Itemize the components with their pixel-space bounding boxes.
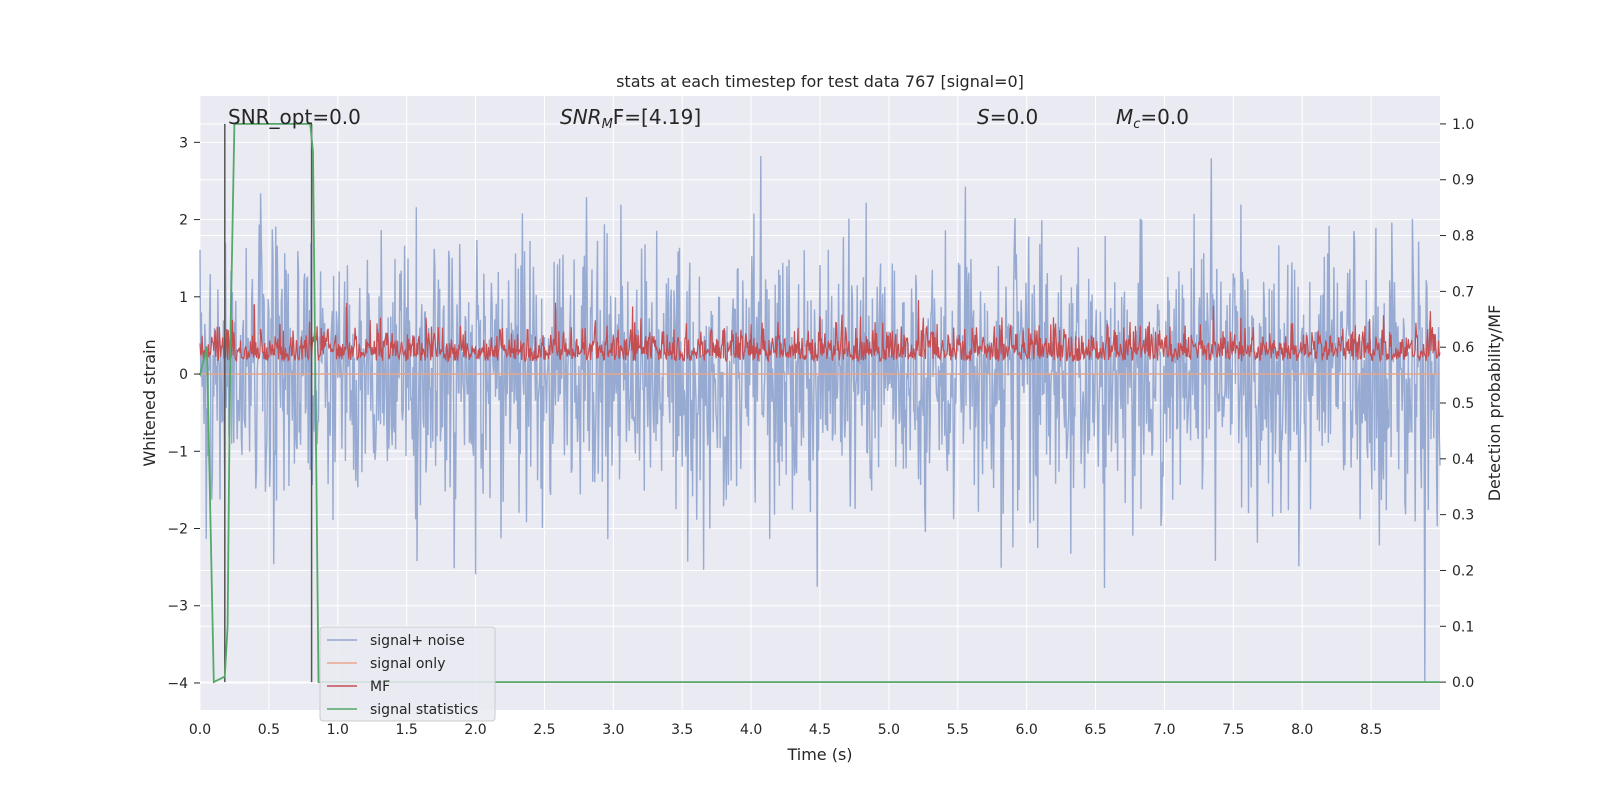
x-tick-label: 1.5 (396, 722, 418, 738)
y2-tick-label: 0.5 (1452, 396, 1474, 412)
mf-series (199, 300, 1441, 364)
x-tick-label: 0.0 (189, 722, 211, 738)
chart-title: stats at each timestep for test data 767… (616, 72, 1024, 91)
x-tick-label: 1.0 (327, 722, 349, 738)
y2-tick-label: 0.1 (1452, 619, 1474, 635)
y-tick-label: 1 (179, 290, 188, 306)
x-tick-label: 5.5 (947, 722, 969, 738)
snr-opt-annotation: SNR_opt=0.0 (228, 105, 361, 129)
legend-box (319, 626, 496, 722)
y-tick-label: −2 (167, 522, 188, 538)
signal-noise-series (199, 156, 1441, 684)
s-annotation: S=0.0 (977, 105, 1038, 129)
snr-mf-rest: F=[4.19] (613, 105, 701, 129)
x-tick-label: 2.5 (533, 722, 555, 738)
legend-label-signal-statistics: signal statistics (370, 702, 478, 718)
legend-label-mf: MF (370, 679, 390, 695)
y-tick-label: −3 (167, 599, 188, 615)
x-tick-label: 7.5 (1222, 722, 1244, 738)
x-tick-label: 2.0 (464, 722, 486, 738)
s-main: S (977, 105, 990, 129)
y-ticks: 3 2 1 0 −1 −2 −3 −4 (167, 135, 200, 692)
x-tick-label: 3.5 (671, 722, 693, 738)
y2-tick-label: 0.0 (1452, 675, 1474, 691)
x-tick-label: 0.5 (258, 722, 280, 738)
signal-statistics-series (199, 123, 1440, 684)
y2-tick-label: 0.7 (1452, 284, 1474, 300)
x-tick-label: 7.0 (1153, 722, 1175, 738)
y-tick-label: 3 (179, 135, 188, 151)
x-tick-label: 6.5 (1084, 722, 1106, 738)
y2-tick-label: 0.4 (1452, 452, 1474, 468)
snr-mf-sub: M (602, 117, 613, 132)
y2-tick-label: 0.3 (1452, 508, 1474, 524)
x-axis-label: Time (s) (786, 745, 852, 764)
snr-mf-main: SNR (560, 105, 602, 129)
y2-ticks: 1.0 0.9 0.8 0.7 0.6 0.5 0.4 0.3 0.2 0.1 0.0 (1440, 117, 1474, 691)
signal-noise-line (199, 156, 1441, 684)
y-tick-label: 2 (179, 213, 188, 229)
x-tick-label: 5.0 (878, 722, 900, 738)
y-tick-label: −1 (167, 444, 188, 460)
mc-annotation: Mc=0.0 (1116, 105, 1189, 132)
legend-label-signal-only: signal only (370, 656, 445, 672)
x-tick-label: 4.5 (809, 722, 831, 738)
legend: signal+ noise signal only MF signal stat… (319, 626, 496, 722)
y2-tick-label: 0.6 (1452, 340, 1474, 356)
annotations: SNR_opt=0.0 SNRMF=[4.19] S=0.0 Mc=0.0 (228, 105, 1189, 132)
y2-tick-label: 0.9 (1452, 173, 1474, 189)
y-axis-label: Whitened strain (140, 339, 159, 466)
mc-main: M (1116, 105, 1133, 129)
y-tick-label: −4 (167, 676, 188, 692)
mc-rest: =0.0 (1140, 105, 1189, 129)
s-rest: =0.0 (990, 105, 1039, 129)
x-tick-label: 8.5 (1360, 722, 1382, 738)
legend-label-noise: signal+ noise (370, 633, 465, 649)
y2-tick-label: 0.2 (1452, 563, 1474, 579)
x-ticks: 0.0 0.5 1.0 1.5 2.0 2.5 3.0 3.5 4.0 4.5 5.0 5.5 6.0 6… (189, 722, 1382, 738)
snr-mf-annotation: SNRMF=[4.19] (560, 105, 701, 132)
x-tick-label: 4.0 (740, 722, 762, 738)
y2-axis-label: Detection probability/MF (1485, 305, 1504, 502)
x-tick-label: 6.0 (1016, 722, 1038, 738)
x-tick-label: 8.0 (1291, 722, 1313, 738)
signal-statistics-line (199, 123, 1440, 684)
y2-tick-label: 1.0 (1452, 117, 1474, 133)
y2-tick-label: 0.8 (1452, 229, 1474, 245)
marker-lines (224, 123, 313, 683)
x-tick-label: 3.0 (602, 722, 624, 738)
mc-sub: c (1133, 117, 1140, 132)
y-tick-label: 0 (179, 367, 188, 383)
mf-line (199, 300, 1441, 364)
